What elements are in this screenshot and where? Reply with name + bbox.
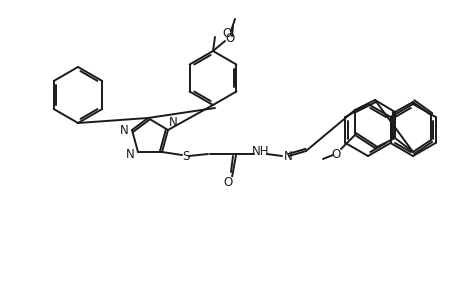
Text: N: N (283, 149, 292, 163)
Text: NH: NH (252, 145, 269, 158)
Text: O: O (225, 32, 234, 44)
Text: N: N (168, 116, 177, 128)
Text: O: O (222, 26, 231, 40)
Text: S: S (182, 149, 189, 163)
Text: O: O (330, 148, 340, 160)
Text: O: O (223, 176, 232, 188)
Text: N: N (125, 148, 134, 160)
Text: N: N (119, 124, 128, 136)
